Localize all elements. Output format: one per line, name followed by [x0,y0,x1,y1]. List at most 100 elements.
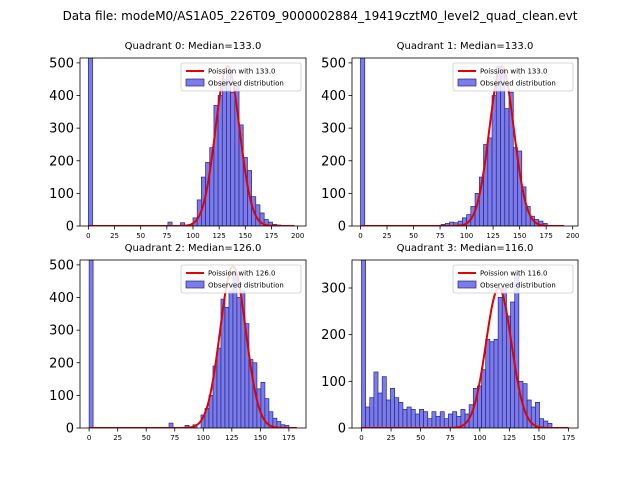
quadrant-3-hist-bar [410,408,416,428]
quadrant-0-hist-bar [180,222,185,226]
quadrant-1-title: Quadrant 1: Median=133.0 [397,41,534,52]
quadrant-3-x-tick-label: 75 [446,434,455,442]
quadrant-2-x-tick-label: 175 [282,434,295,442]
quadrant-1-x-tick-label: 25 [383,232,392,240]
quadrant-3-legend-fit-label: Poission with 116.0 [480,270,548,278]
quadrant-3-hist-bar [385,399,391,428]
quadrant-2-y-tick-label: 300 [49,324,74,339]
quadrant-2-x-tick-label: 150 [254,434,267,442]
quadrant-3-hist-bar [414,413,420,428]
quadrant-1-panel: Quadrant 1: Median=133.0 0 25 50 75 100 125 150… [321,41,579,240]
quadrant-2-x-tick-label: 50 [142,434,151,442]
quadrant-3-hist-bar [373,371,379,428]
quadrant-3-fit-curve [361,286,569,428]
quadrant-3-hist-bar [365,406,371,428]
quadrant-2-hist-bar [228,290,234,428]
quadrant-2-hist-bar [216,347,222,428]
quadrant-2-hist-bar [284,425,290,428]
quadrant-2-x-tick-label: 125 [225,434,238,442]
quadrant-0-legend-fit-label: Poission with 133.0 [208,68,276,76]
quadrant-2-y-tick-label: 500 [49,258,74,273]
quadrant-0-x-tick-label: 75 [162,232,171,240]
quadrant-3-hist-bar [448,413,453,428]
quadrant-0-plot-area [88,58,295,226]
quadrant-2-y-tick-label: 400 [49,291,74,306]
quadrant-3-hist-bar [526,399,532,428]
quadrant-1-y-tick-label: 0 [338,220,346,235]
quadrant-0-x-tick-label: 50 [136,232,145,240]
quadrant-3-hist-bar [423,411,429,428]
quadrant-0-y-tick-label: 300 [49,122,74,137]
quadrant-2-hist-bar [88,260,94,428]
quadrant-1-hist-bar [500,69,506,226]
quadrant-3-hist-bar [535,401,540,428]
quadrant-3-hist-bar [485,338,491,428]
quadrant-3-hist-bar [489,341,495,428]
quadrant-2-y-tick-label: 100 [49,389,74,404]
quadrant-0-hist-bar [221,78,227,226]
quadrant-0-hist-bar [226,69,232,226]
quadrant-0-x-tick-label: 150 [239,232,252,240]
quadrant-3-hist-bar [406,406,412,428]
quadrant-3-axes-frame [351,259,579,429]
quadrant-3-hist-bar [452,411,458,428]
quadrant-2-hist-bar [224,306,230,428]
quadrant-2-y-tick-label: 0 [66,422,74,437]
quadrant-3-legend-box [452,264,574,294]
quadrant-2-x-tick-label: 0 [87,434,91,442]
quadrant-0-legend-hist-swatch [185,78,205,87]
quadrant-1-y-tick-label: 500 [321,56,346,71]
quadrant-1-legend-box [452,62,574,92]
quadrant-2-hist-bar [232,271,238,428]
quadrant-0-x-tick-label: 25 [110,232,119,240]
quadrant-0-hist-bar [217,95,223,226]
quadrant-3-x-tick-label: 50 [416,434,425,442]
quadrant-1-x-tick-label: 200 [566,232,579,240]
quadrant-1-x-tick-label: 150 [513,232,526,240]
quadrant-0-fit-curve [88,65,295,226]
quadrant-0-title: Quadrant 0: Median=133.0 [125,41,262,52]
quadrant-2-panel: Quadrant 2: Median=126.0 0 25 50 75 100 125 150… [49,243,307,442]
quadrant-0-x-tick-label: 200 [291,232,304,240]
quadrant-2-plot-area [88,260,297,428]
quadrant-3-hist-bar [398,401,404,428]
quadrant-3-y-tick-label: 300 [321,282,346,297]
quadrant-3-hist-bar [427,418,433,428]
quadrant-3-hist-bar [381,376,387,428]
quadrant-2-legend-fit-label: Poission with 126.0 [208,270,276,278]
quadrant-3-y-tick-label: 200 [321,328,346,343]
quadrant-0-hist-bar [88,58,93,226]
quadrant-3-hist-bar [390,387,395,428]
quadrant-1-x-tick-label: 50 [409,232,418,240]
quadrant-3-y-tick-label: 100 [321,375,346,390]
quadrant-3-x-tick-label: 0 [359,434,363,442]
quadrant-2-x-tick-label: 100 [197,434,210,442]
quadrant-1-x-tick-label: 0 [358,232,362,240]
quadrant-1-y-tick-label: 300 [321,122,346,137]
quadrant-3-hist-bar [361,260,366,428]
quadrant-2-legend-box [180,264,302,294]
figure-suptitle: Data file: modeM0/AS1A05_226T09_90000028… [63,9,578,23]
quadrant-3-hist-bar [435,415,441,428]
quadrant-0-legend-box [180,62,302,92]
quadrant-2-legend-hist-label: Observed distribution [208,282,284,290]
quadrant-1-y-tick-label: 100 [321,187,346,202]
quadrant-1-plot-area [360,58,565,226]
quadrant-0-x-tick-label: 175 [265,232,278,240]
quadrant-3-hist-bar [443,418,449,428]
quadrant-1-legend: Poission with 133.0 Observed distribution [452,62,574,92]
quadrant-3-hist-bar [402,408,408,428]
quadrant-3-hist-bar [431,411,437,428]
quadrant-1-y-tick-label: 200 [321,154,346,169]
quadrant-3-hist-bar [493,338,499,428]
quadrant-0-y-tick-label: 100 [49,187,74,202]
quadrant-1-legend-hist-label: Observed distribution [480,80,556,88]
quadrant-1-x-tick-label: 175 [539,232,552,240]
quadrant-3-hist-bar [514,273,520,428]
quadrant-2-title: Quadrant 2: Median=126.0 [125,243,262,254]
quadrant-0-x-tick-label: 100 [186,232,199,240]
quadrant-1-legend-hist-swatch [457,78,477,87]
quadrant-2-axes-frame [79,259,307,429]
quadrant-1-axes-frame [351,57,579,227]
quadrant-0-y-tick-label: 400 [49,89,74,104]
